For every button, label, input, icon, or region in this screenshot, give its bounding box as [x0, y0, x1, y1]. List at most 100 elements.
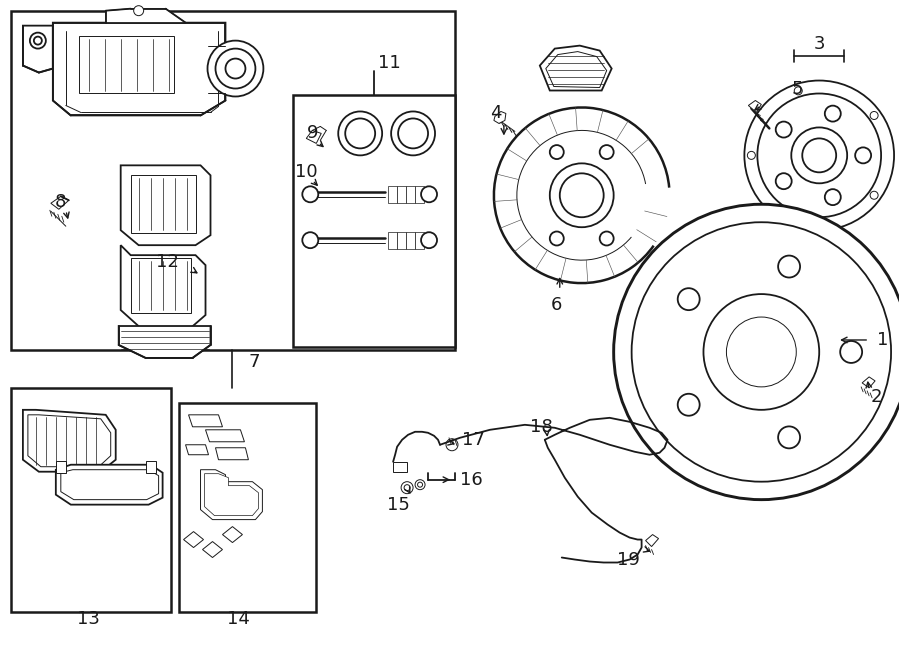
- Circle shape: [776, 173, 792, 189]
- Circle shape: [632, 222, 891, 482]
- Polygon shape: [184, 532, 203, 547]
- Circle shape: [208, 40, 264, 97]
- Bar: [11, 11, 455, 350]
- Text: 13: 13: [77, 610, 100, 628]
- Polygon shape: [494, 111, 506, 123]
- Circle shape: [614, 205, 900, 500]
- Circle shape: [841, 341, 862, 363]
- Circle shape: [560, 173, 604, 217]
- Text: 16: 16: [460, 471, 482, 489]
- Text: 18: 18: [530, 418, 554, 436]
- Circle shape: [776, 122, 792, 138]
- Polygon shape: [53, 23, 226, 115]
- Text: 10: 10: [295, 164, 318, 181]
- Bar: [146, 461, 156, 473]
- Circle shape: [824, 189, 841, 205]
- Polygon shape: [388, 186, 397, 203]
- Polygon shape: [201, 470, 263, 520]
- Circle shape: [421, 232, 437, 248]
- Text: 8: 8: [55, 193, 67, 211]
- Circle shape: [824, 106, 841, 122]
- Polygon shape: [121, 166, 211, 245]
- Circle shape: [134, 6, 144, 16]
- Circle shape: [398, 118, 428, 148]
- Circle shape: [215, 48, 256, 89]
- Bar: [79, 36, 174, 93]
- Bar: [393, 461, 407, 472]
- Bar: [130, 258, 191, 313]
- Circle shape: [446, 439, 458, 451]
- Circle shape: [778, 426, 800, 448]
- Text: 7: 7: [248, 353, 260, 371]
- Circle shape: [870, 191, 878, 199]
- Polygon shape: [22, 26, 53, 73]
- Circle shape: [791, 127, 847, 183]
- Text: 5: 5: [791, 79, 803, 97]
- Polygon shape: [397, 186, 406, 203]
- Circle shape: [599, 232, 614, 246]
- Circle shape: [599, 145, 614, 159]
- Text: 2: 2: [871, 388, 883, 406]
- Circle shape: [778, 256, 800, 277]
- Circle shape: [338, 111, 382, 156]
- Polygon shape: [188, 415, 222, 427]
- Circle shape: [401, 482, 413, 494]
- Polygon shape: [205, 430, 245, 442]
- Circle shape: [855, 148, 871, 164]
- Polygon shape: [406, 232, 415, 249]
- Circle shape: [550, 145, 563, 159]
- Text: 12: 12: [156, 253, 178, 271]
- Polygon shape: [222, 526, 242, 543]
- Bar: [11, 388, 171, 612]
- Polygon shape: [397, 232, 406, 249]
- Circle shape: [744, 81, 894, 230]
- Circle shape: [346, 118, 375, 148]
- Circle shape: [678, 288, 699, 310]
- Polygon shape: [22, 410, 116, 472]
- Bar: [56, 461, 66, 473]
- Polygon shape: [406, 186, 415, 203]
- Bar: [293, 95, 455, 347]
- Polygon shape: [61, 470, 158, 500]
- Bar: [130, 175, 195, 233]
- Polygon shape: [105, 9, 185, 23]
- Polygon shape: [28, 415, 111, 467]
- Circle shape: [226, 58, 246, 79]
- Circle shape: [415, 480, 425, 490]
- Text: 1: 1: [878, 331, 888, 349]
- Polygon shape: [50, 197, 68, 209]
- Polygon shape: [540, 46, 612, 91]
- Circle shape: [418, 482, 423, 487]
- Text: 9: 9: [307, 124, 318, 142]
- Polygon shape: [202, 542, 222, 557]
- Text: 11: 11: [378, 54, 400, 71]
- Polygon shape: [204, 474, 258, 516]
- Polygon shape: [388, 232, 397, 249]
- Circle shape: [704, 294, 819, 410]
- Polygon shape: [215, 448, 248, 459]
- Polygon shape: [185, 445, 209, 455]
- Circle shape: [726, 317, 796, 387]
- Text: 4: 4: [491, 105, 501, 122]
- Circle shape: [392, 111, 435, 156]
- Circle shape: [302, 232, 319, 248]
- Circle shape: [802, 138, 836, 172]
- Polygon shape: [645, 535, 659, 547]
- Circle shape: [34, 36, 42, 44]
- Circle shape: [302, 186, 319, 203]
- Circle shape: [870, 111, 878, 119]
- Polygon shape: [121, 245, 205, 328]
- Circle shape: [404, 485, 410, 491]
- Polygon shape: [306, 130, 321, 144]
- Circle shape: [550, 232, 563, 246]
- Text: 15: 15: [387, 496, 410, 514]
- Circle shape: [758, 93, 881, 217]
- Polygon shape: [119, 326, 211, 358]
- Polygon shape: [415, 186, 424, 203]
- Text: 3: 3: [814, 34, 825, 52]
- Text: 6: 6: [551, 296, 562, 314]
- Polygon shape: [545, 52, 607, 87]
- Text: 19: 19: [616, 551, 640, 569]
- Circle shape: [30, 32, 46, 48]
- Circle shape: [421, 186, 437, 203]
